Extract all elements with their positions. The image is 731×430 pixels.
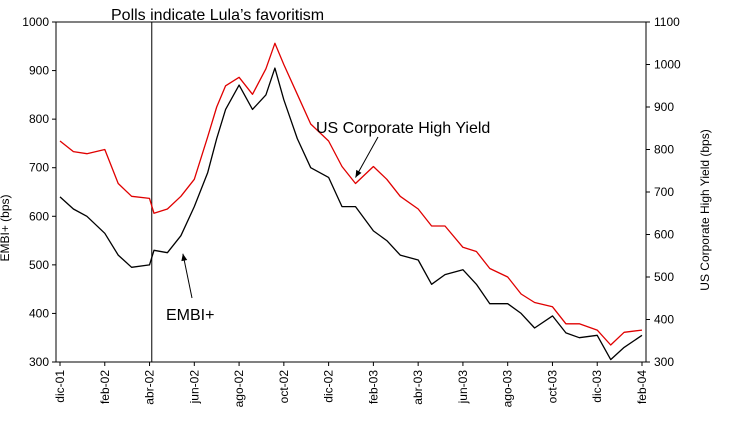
left-tick-label: 500 [29, 258, 49, 272]
x-tick-label: oct-03 [545, 370, 559, 404]
x-tick-label: dic-03 [590, 370, 604, 403]
arrowhead-icon [355, 169, 362, 178]
x-tick-label: feb-03 [366, 370, 380, 404]
annotation-polls: Polls indicate Lula’s favoritism [111, 7, 324, 24]
left-tick-label: 300 [29, 355, 49, 369]
annotation-us-corporate-high-yield: US Corporate High Yield [316, 120, 490, 137]
plot-area [55, 21, 647, 363]
right-tick-label: 1000 [654, 58, 681, 72]
left-tick-label: 700 [29, 161, 49, 175]
right-tick-label: 800 [654, 143, 674, 157]
x-tick-label: feb-04 [635, 370, 649, 404]
left-tick-label: 400 [29, 306, 49, 320]
x-tick-label: dic-02 [322, 370, 336, 403]
left-tick-label: 900 [29, 64, 49, 78]
left-tick-label: 1000 [22, 15, 49, 29]
right-tick-label: 900 [654, 100, 674, 114]
x-tick-label: jun-03 [456, 370, 470, 405]
x-tick-label: feb-02 [98, 370, 112, 404]
arrow-us-corporate-high-yield [355, 136, 379, 178]
right-tick-label: 700 [654, 185, 674, 199]
x-tick-label: abr-03 [411, 370, 425, 405]
left-tick-label: 800 [29, 112, 49, 126]
annotation-embi: EMBI+ [166, 307, 214, 324]
x-tick-label: ago-03 [501, 370, 515, 408]
right-tick-label: 300 [654, 355, 674, 369]
right-tick-label: 600 [654, 228, 674, 242]
right-axis: 300 400 500 600 700 800 900 1000 1100 [646, 15, 681, 369]
x-tick-label: jun-02 [187, 370, 201, 405]
right-axis-title: US Corporate High Yield (bps) [698, 129, 712, 290]
left-axis-title: EMBI+ (bps) [0, 194, 12, 261]
right-tick-label: 1100 [654, 15, 680, 29]
x-tick-label: dic-01 [53, 370, 67, 403]
x-tick-label: abr-02 [143, 370, 157, 405]
left-axis: 300 400 500 600 700 800 900 1000 [22, 15, 56, 369]
x-axis: dic-01 feb-02 abr-02 jun-02 ago-02 oct-02 dic-… [53, 362, 649, 407]
right-tick-label: 400 [654, 313, 674, 327]
right-tick-label: 500 [654, 270, 674, 284]
series-line-us-corporate-high-yield [59, 42, 643, 346]
series-line-embi [59, 67, 643, 361]
x-tick-label: ago-02 [232, 370, 246, 408]
left-tick-label: 600 [29, 209, 49, 223]
x-tick-label: oct-02 [277, 370, 291, 404]
arrowhead-icon [181, 253, 188, 262]
arrow-embi [182, 253, 193, 299]
